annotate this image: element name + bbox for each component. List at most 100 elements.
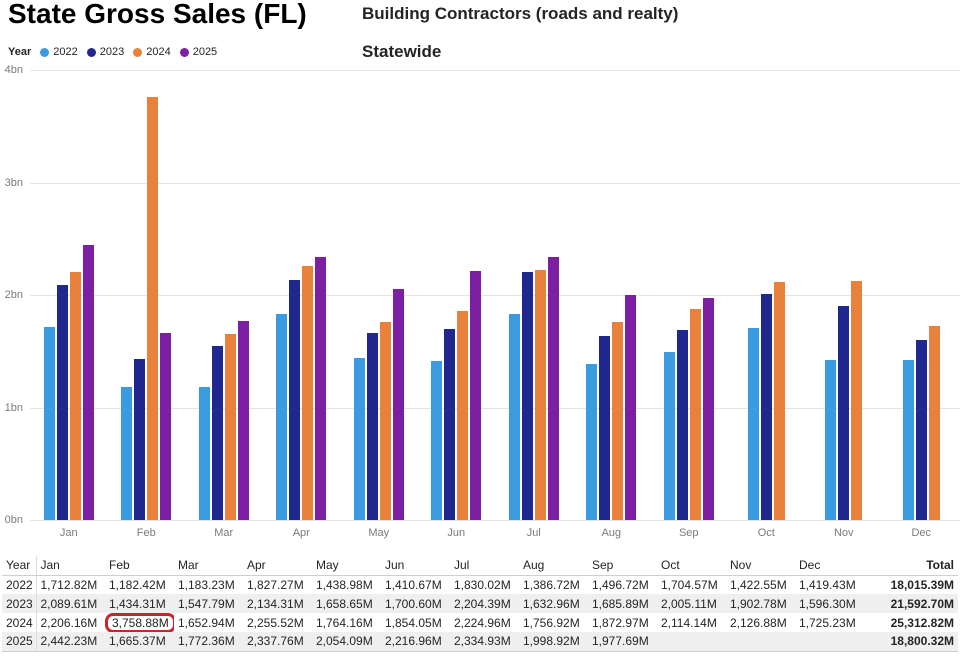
bar-2022-Jul[interactable] <box>508 314 520 520</box>
cell-2022-Feb: 1,182.42M <box>109 577 166 592</box>
bar-2023-Oct[interactable] <box>760 294 772 520</box>
table-header-mar: Mar <box>174 556 243 576</box>
cell-2023-Dec: 1,596.30M <box>799 596 856 611</box>
bar-2024-Nov[interactable] <box>851 280 863 520</box>
bar-2024-Mar[interactable] <box>224 334 236 520</box>
bar-2025-Apr[interactable] <box>315 257 327 520</box>
bar-2022-Oct[interactable] <box>747 328 759 520</box>
y-axis-label: 0bn <box>4 514 23 526</box>
cell-2022-Jan: 1,712.82M <box>40 577 98 592</box>
report-subtitle-category: Building Contractors (roads and realty) <box>362 4 679 23</box>
bar-2023-Jun[interactable] <box>444 328 456 520</box>
bar-2024-Sep[interactable] <box>689 309 701 520</box>
bar-2022-Dec[interactable] <box>902 360 914 520</box>
bar-2022-Jan[interactable] <box>43 327 55 520</box>
cell-2025-Jun: 2,216.96M <box>381 632 450 652</box>
bar-2024-Jun[interactable] <box>457 311 469 520</box>
bar-2025-May[interactable] <box>392 288 404 520</box>
bar-2022-Feb[interactable] <box>121 386 133 520</box>
cell-2024-Jun: 1,854.05M <box>385 615 442 630</box>
table-header-jul: Jul <box>450 556 519 576</box>
bar-2023-Apr[interactable] <box>289 279 301 520</box>
legend-item-2022[interactable]: 2022 <box>40 46 78 58</box>
bar-2025-Jul[interactable] <box>547 257 559 520</box>
y-axis-label: 2bn <box>4 289 23 301</box>
bar-2022-May[interactable] <box>353 358 365 520</box>
bar-2023-Mar[interactable] <box>211 345 223 520</box>
bar-2025-Feb[interactable] <box>160 332 172 520</box>
bar-2024-Dec[interactable] <box>928 325 940 520</box>
bar-2023-Jul[interactable] <box>521 272 533 520</box>
table-header-jan: Jan <box>36 556 105 576</box>
bar-2025-Jan[interactable] <box>82 245 94 520</box>
legend-item-2024[interactable]: 2024 <box>133 46 171 58</box>
bar-chart: 4bn 3bn 2bn 1bn 0bn Jan Feb Mar Apr May Jun Jul Aug… <box>0 64 960 546</box>
bar-2024-Aug[interactable] <box>612 322 624 520</box>
cell-2022-Apr: 1,827.27M <box>247 577 304 592</box>
table-row-2022: 2022 1,712.82M 1,182.42M 1,183.23M 1,827.27M… <box>2 575 958 594</box>
bar-2024-Jul[interactable] <box>534 269 546 520</box>
bar-2024-May[interactable] <box>379 321 391 520</box>
month-column-Mar <box>185 70 263 520</box>
bar-2022-Sep[interactable] <box>663 351 675 520</box>
table-header-sep: Sep <box>588 556 657 576</box>
bar-2024-Oct[interactable] <box>773 282 785 520</box>
bar-2023-Nov[interactable] <box>838 305 850 520</box>
x-axis-label-Nov: Nov <box>833 527 854 539</box>
bar-2022-Aug[interactable] <box>586 364 598 520</box>
cell-2023-Oct: 2,005.11M <box>661 596 717 611</box>
x-axis-label-Apr: Apr <box>292 527 310 539</box>
cell-2023-total: 21,592.70M <box>890 596 954 611</box>
plot <box>30 70 960 521</box>
bar-2023-Feb[interactable] <box>134 358 146 520</box>
bar-2022-Mar[interactable] <box>198 386 210 520</box>
month-column-Sep <box>650 70 728 520</box>
cell-2022-Nov: 1,422.55M <box>730 577 787 592</box>
y-axis: 4bn 3bn 2bn 1bn 0bn <box>0 64 27 526</box>
legend-dot-2022 <box>40 47 50 57</box>
cell-2022-Mar: 1,183.23M <box>178 577 235 592</box>
legend-item-label: 2022 <box>53 46 78 58</box>
bar-2023-Aug[interactable] <box>599 336 611 520</box>
row-label-2023: 2023 <box>2 594 37 613</box>
cell-2022-total: 18,015.39M <box>890 577 954 592</box>
gridline <box>30 70 960 71</box>
bar-2025-Mar[interactable] <box>237 320 249 520</box>
cell-2025-Jul: 2,334.93M <box>450 632 519 652</box>
gridline <box>30 520 960 521</box>
cell-2025-total: 18,800.32M <box>864 632 958 652</box>
x-axis-label-Jul: Jul <box>526 527 541 539</box>
gridline <box>30 182 960 184</box>
table-wrap: Year Jan Feb Mar Apr May Jun Jul Aug Sep Oct Nov Dec… <box>0 556 960 652</box>
y-axis-label: 3bn <box>4 176 23 189</box>
legend-item-2023[interactable]: 2023 <box>86 46 124 58</box>
x-axis-label-Jan: Jan <box>59 527 78 539</box>
bar-2025-Sep[interactable] <box>702 297 714 520</box>
bar-2024-Feb[interactable] <box>147 97 159 520</box>
bar-2022-Apr[interactable] <box>276 314 288 520</box>
bar-2023-Jan[interactable] <box>56 284 68 520</box>
table-header-total: Total <box>864 556 958 576</box>
bar-2022-Jun[interactable] <box>431 361 443 520</box>
bar-2025-Aug[interactable] <box>625 295 637 520</box>
cell-2025-May: 2,054.09M <box>312 632 381 652</box>
x-axis-label-Feb: Feb <box>136 527 156 539</box>
bar-2024-Apr[interactable] <box>302 266 314 520</box>
x-axis-label-Dec: Dec <box>911 527 932 539</box>
x-axis-label-Sep: Sep <box>678 527 699 539</box>
bar-2024-Jan[interactable] <box>69 271 81 520</box>
bar-2025-Jun[interactable] <box>470 270 482 520</box>
bar-2023-Dec[interactable] <box>915 340 927 520</box>
cell-2024-Nov: 2,126.88M <box>730 615 787 630</box>
cell-2023-Apr: 2,134.31M <box>247 596 304 611</box>
cell-2025-Apr: 2,337.76M <box>243 632 312 652</box>
month-column-Apr <box>263 70 341 520</box>
bar-2022-Nov[interactable] <box>825 359 837 520</box>
cell-2023-Mar: 1,547.79M <box>178 596 235 611</box>
row-label-2024: 2024 <box>2 613 37 632</box>
month-column-Jul <box>495 70 573 520</box>
bar-2023-May[interactable] <box>366 333 378 520</box>
bar-2023-Sep[interactable] <box>676 330 688 520</box>
cell-2022-Oct: 1,704.57M <box>661 577 718 592</box>
legend-item-2025[interactable]: 2025 <box>179 46 217 58</box>
